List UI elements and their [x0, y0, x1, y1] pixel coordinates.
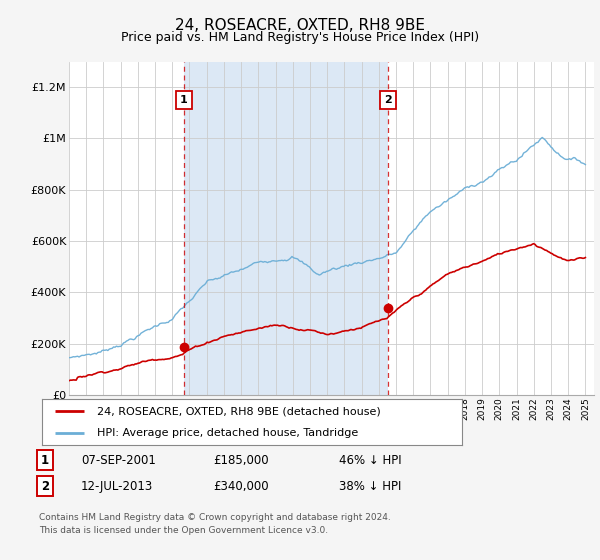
Text: 24, ROSEACRE, OXTED, RH8 9BE (detached house): 24, ROSEACRE, OXTED, RH8 9BE (detached h… [97, 406, 380, 416]
Text: 24, ROSEACRE, OXTED, RH8 9BE: 24, ROSEACRE, OXTED, RH8 9BE [175, 18, 425, 33]
Text: 1: 1 [41, 454, 49, 467]
Text: 07-SEP-2001: 07-SEP-2001 [81, 454, 156, 467]
Bar [184, 62, 388, 395]
Text: Contains HM Land Registry data © Crown copyright and database right 2024.: Contains HM Land Registry data © Crown c… [39, 514, 391, 522]
Text: £185,000: £185,000 [213, 454, 269, 467]
Text: 2: 2 [384, 95, 392, 105]
Text: 12-JUL-2013: 12-JUL-2013 [81, 479, 153, 493]
Text: 2: 2 [41, 479, 49, 493]
Text: £340,000: £340,000 [213, 479, 269, 493]
Text: 46% ↓ HPI: 46% ↓ HPI [339, 454, 401, 467]
Text: 1: 1 [180, 95, 188, 105]
Text: This data is licensed under the Open Government Licence v3.0.: This data is licensed under the Open Gov… [39, 526, 328, 535]
Text: Price paid vs. HM Land Registry's House Price Index (HPI): Price paid vs. HM Land Registry's House … [121, 31, 479, 44]
Text: HPI: Average price, detached house, Tandridge: HPI: Average price, detached house, Tand… [97, 428, 358, 438]
Text: 38% ↓ HPI: 38% ↓ HPI [339, 479, 401, 493]
